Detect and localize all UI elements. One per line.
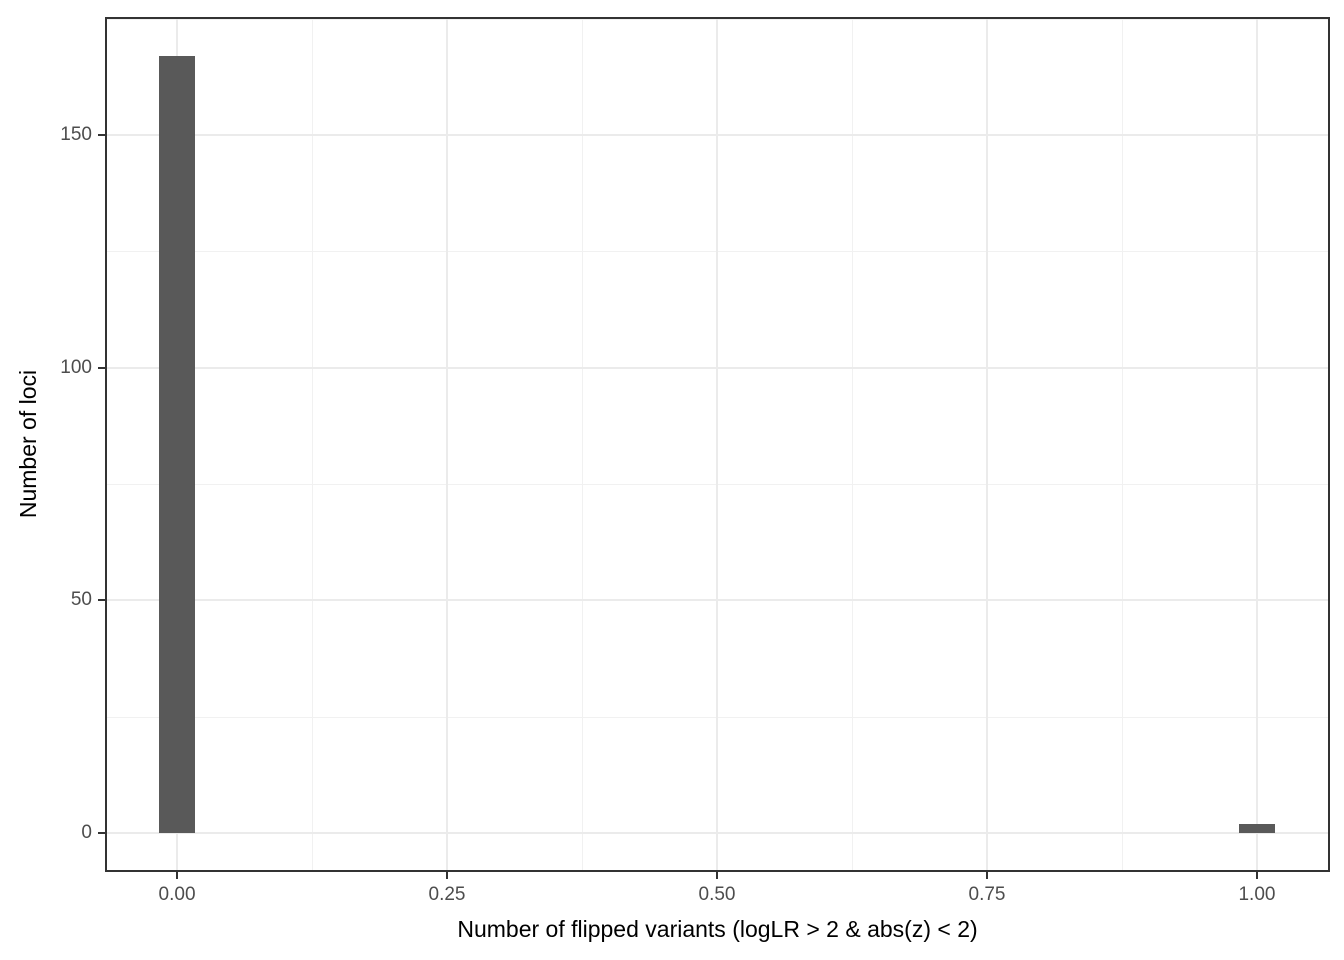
- x-tick-mark: [716, 872, 718, 879]
- gridline-y-major: [107, 599, 1328, 602]
- histogram-bar: [159, 55, 195, 834]
- x-tick-label: 0.75: [968, 884, 1006, 905]
- x-tick-label: 0.50: [698, 884, 736, 905]
- x-tick-label: 0.25: [428, 884, 466, 905]
- y-tick-mark: [98, 133, 105, 136]
- y-tick-label: 0: [81, 822, 92, 844]
- x-tick-label: 0.00: [158, 884, 196, 905]
- y-tick-label: 50: [70, 589, 92, 611]
- x-tick-label: 1.00: [1238, 884, 1276, 905]
- gridline-x-minor: [312, 19, 314, 870]
- gridline-x-major: [986, 19, 988, 870]
- gridline-x-major: [1255, 19, 1258, 870]
- y-axis-title: Number of loci: [15, 369, 41, 519]
- x-tick-mark: [1255, 872, 1258, 879]
- gridline-x-minor: [852, 19, 853, 870]
- plot-panel: [105, 17, 1330, 872]
- x-axis-title: Number of flipped variants (logLR > 2 & …: [457, 916, 978, 942]
- y-tick-mark: [98, 366, 105, 369]
- y-tick-mark: [98, 832, 105, 835]
- gridline-y-major: [107, 832, 1328, 835]
- x-tick-mark: [986, 872, 988, 879]
- y-tick-label: 150: [60, 123, 92, 145]
- gridline-x-minor: [1121, 19, 1123, 870]
- y-tick-label: 100: [60, 356, 92, 378]
- y-tick-mark: [98, 599, 105, 602]
- gridline-x-minor: [582, 19, 584, 870]
- histogram-bar: [1239, 823, 1275, 834]
- gridline-x-major: [716, 19, 718, 870]
- gridline-x-major: [446, 19, 449, 870]
- x-tick-mark: [176, 872, 179, 879]
- gridline-y-major: [107, 133, 1328, 136]
- x-tick-mark: [446, 872, 449, 879]
- gridline-y-major: [107, 366, 1328, 369]
